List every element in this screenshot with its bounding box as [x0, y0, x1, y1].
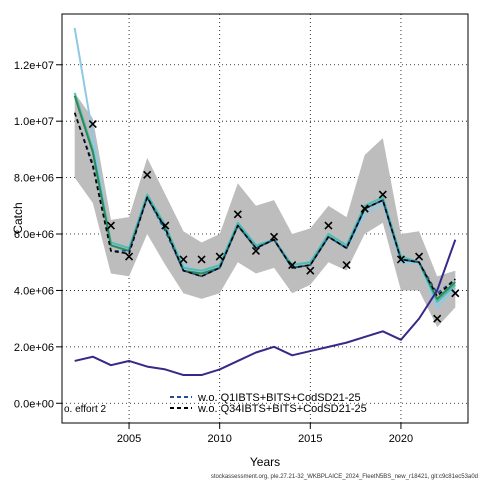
y-tick-label: 0.0e+00: [14, 398, 54, 410]
y-axis-title: Catch: [11, 202, 25, 233]
confidence-band: [74, 92, 456, 328]
observed-point: [161, 221, 170, 230]
observed-point: [88, 119, 97, 129]
band-area: [74, 92, 456, 328]
observed-point: [360, 204, 369, 213]
observed-point: [269, 232, 279, 241]
observed-point: [324, 221, 333, 230]
x-axis: 2005 2010 2015 2020: [117, 423, 413, 445]
observed-point: [106, 221, 116, 230]
observed-point: [342, 260, 351, 270]
observed-point: [396, 255, 406, 264]
y-tick-label: 4.0e+06: [14, 285, 54, 297]
observed-point: [233, 210, 242, 219]
x-axis-title: Years: [250, 455, 280, 469]
observed-point: [197, 255, 206, 264]
series-line-5: [73, 112, 456, 297]
y-tick-label: 6.0e+06: [14, 229, 54, 241]
observed-point: [179, 255, 188, 264]
observed-point: [143, 170, 152, 179]
legend-label-1: w.o. Q1IBTS+BITS+CodSD21-25: [197, 392, 361, 404]
observed-point: [378, 190, 387, 199]
y-axis: 0.0e+00 2.0e+06 4.0e+06 6.0e+06 8.0e+06 1.0e+…: [14, 60, 62, 410]
legend: w.o. Q1IBTS+BITS+CodSD21-25w.o. Q34IBTS+…: [170, 392, 367, 415]
legend-label-2: w.o. Q34IBTS+BITS+CodSD21-25: [197, 403, 367, 415]
y-tick-label: 2.0e+06: [14, 342, 54, 354]
observed-point: [433, 314, 442, 323]
series-line-6: [74, 239, 457, 377]
observed-point: [451, 289, 460, 298]
corner-label: o. effort 2: [64, 404, 107, 415]
x-tick-label: 2020: [389, 433, 413, 445]
observed-point: [306, 266, 315, 275]
x-tick-label: 2005: [117, 433, 141, 445]
y-tick-label: 1.0e+07: [14, 116, 54, 128]
plot-frame: [61, 13, 469, 424]
observed-point: [124, 252, 134, 261]
x-tick-label: 2015: [298, 433, 322, 445]
observed-point: [215, 252, 224, 261]
y-tick-label: 8.0e+06: [14, 173, 54, 185]
y-tick-label: 1.2e+07: [14, 60, 54, 72]
observed-point: [414, 252, 424, 261]
x-tick-label: 2010: [207, 433, 231, 445]
observed-point: [288, 260, 297, 270]
observed-points: [88, 119, 460, 323]
series-lines: [73, 27, 457, 377]
footer-note: stockassessment.org, ple.27.21-32_WKBPLA…: [211, 474, 478, 480]
observed-point: [251, 246, 261, 256]
